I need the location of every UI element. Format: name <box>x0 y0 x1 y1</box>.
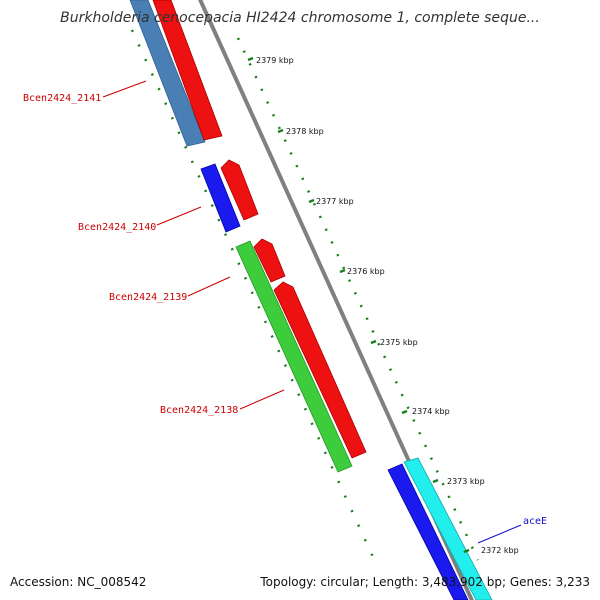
gene-acee[interactable] <box>403 457 493 600</box>
kbp-label-2374: 2374 kbp <box>412 407 450 416</box>
tick-2376 <box>339 268 346 274</box>
gene-red-arrow-2[interactable] <box>253 238 286 283</box>
gene-blue-bottom[interactable] <box>387 463 469 600</box>
tick-2375 <box>370 339 377 345</box>
kbp-label-2379: 2379 kbp <box>256 56 294 65</box>
tick-2379 <box>247 56 254 62</box>
kbp-label-2373: 2373 kbp <box>447 477 485 486</box>
gene-red-long[interactable] <box>273 281 367 459</box>
leader-bcen2424-2140 <box>156 206 202 226</box>
tick-2373 <box>432 478 439 484</box>
gene-bcen2424-2141[interactable] <box>129 0 206 147</box>
kbp-label-2377: 2377 kbp <box>316 197 354 206</box>
gene-label-bcen2424-2140[interactable]: Bcen2424_2140 <box>78 222 156 233</box>
gene-red-top[interactable] <box>152 0 223 141</box>
gene-label-bcen2424-2139[interactable]: Bcen2424_2139 <box>109 292 187 303</box>
leader-acee <box>477 524 522 544</box>
tick-2372 <box>463 548 470 554</box>
kbp-label-2375: 2375 kbp <box>380 338 418 347</box>
tick-2377 <box>308 198 315 204</box>
gene-label-bcen2424-2141[interactable]: Bcen2424_2141 <box>23 93 101 104</box>
gene-bcen2424-2140[interactable] <box>200 163 241 233</box>
accession-text: Accession: NC_008542 <box>10 575 147 589</box>
gene-label-acee[interactable]: aceE <box>523 516 547 527</box>
kbp-label-2372: 2372 kbp <box>481 546 519 555</box>
kbp-label-2376: 2376 kbp <box>347 267 385 276</box>
gene-label-bcen2424-2138[interactable]: Bcen2424_2138 <box>160 405 238 416</box>
map-title: Burkholderia cenocepacia HI2424 chromoso… <box>60 10 540 26</box>
ruler-ticks <box>247 56 470 554</box>
leader-bcen2424-2138 <box>239 389 285 410</box>
genome-summary-text: Topology: circular; Length: 3,483,902 bp… <box>260 575 590 589</box>
gene-bcen2424-2139[interactable] <box>235 240 353 473</box>
leader-bcen2424-2139 <box>187 276 231 297</box>
leader-bcen2424-2141 <box>102 80 147 98</box>
gene-red-arrow-1[interactable] <box>220 159 259 221</box>
tick-2374 <box>401 409 408 415</box>
kbp-label-2378: 2378 kbp <box>286 127 324 136</box>
tick-2378 <box>277 128 284 134</box>
